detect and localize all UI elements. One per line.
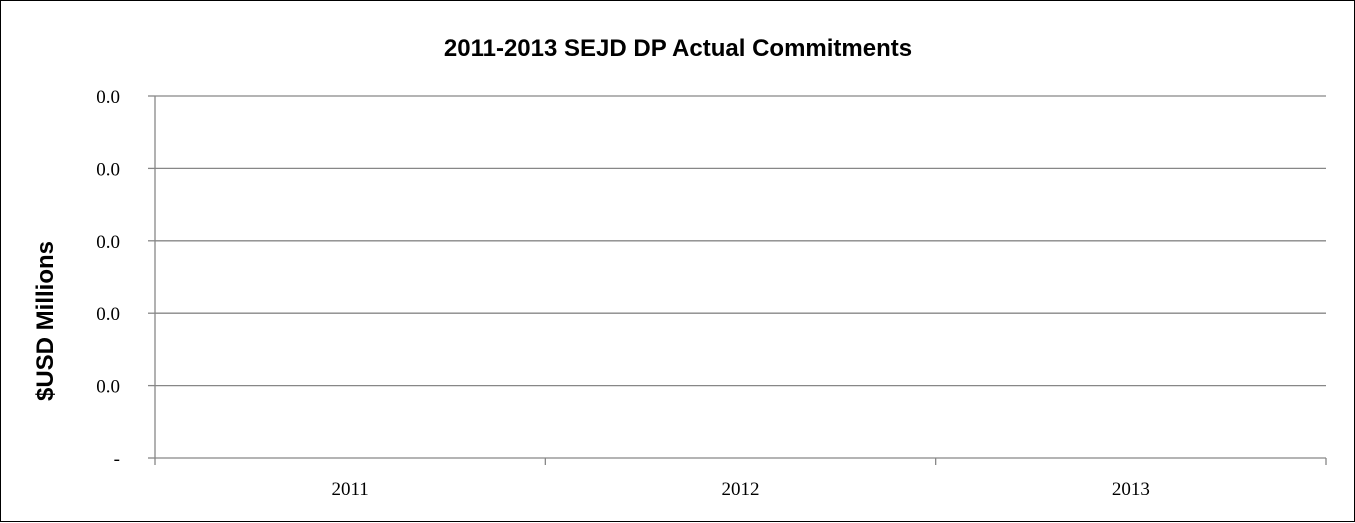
x-tick-label: 2013 <box>1112 479 1150 500</box>
y-axis-label: $USD Millions <box>32 241 59 401</box>
y-tick-label: 0.0 <box>96 232 120 253</box>
y-tick-label: 0.0 <box>96 377 120 398</box>
y-tick-label: 0.0 <box>96 304 120 325</box>
y-tick-label: 0.0 <box>96 159 120 180</box>
axes <box>148 95 1327 465</box>
gridlines <box>155 95 1326 387</box>
y-tick-label: - <box>114 449 120 470</box>
y-tick-labels: - 0.0 0.0 0.0 0.0 0.0 <box>96 87 120 470</box>
x-tick-label: 2011 <box>332 479 369 500</box>
y-tick-label: 0.0 <box>96 87 120 108</box>
x-tick-label: 2012 <box>722 479 760 500</box>
x-tick-labels: 2011 2012 2013 <box>332 479 1150 500</box>
chart-title: 2011-2013 SEJD DP Actual Commitments <box>444 35 912 62</box>
